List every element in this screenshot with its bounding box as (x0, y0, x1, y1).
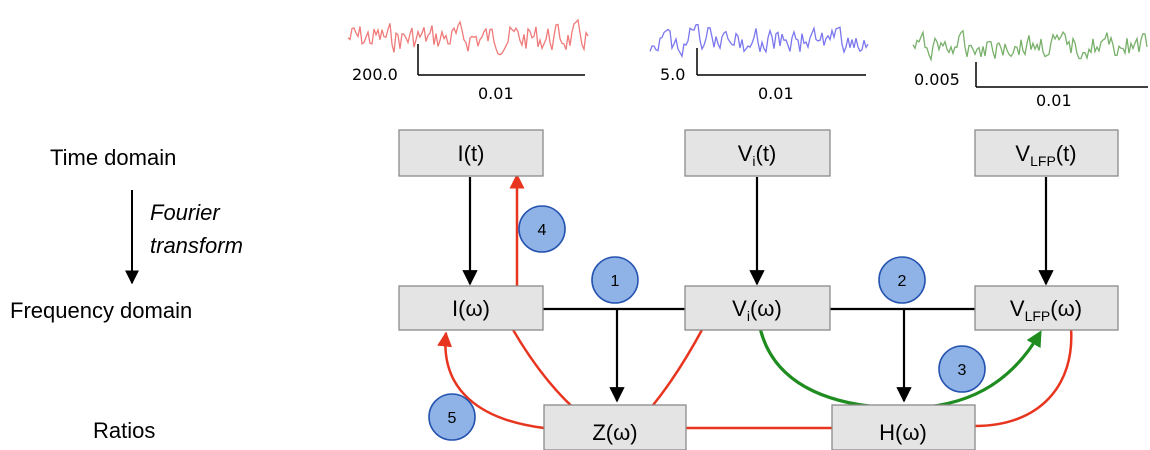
fourier-label-line1: Fourier (150, 200, 221, 225)
box-lfp-time: VLFP(t) (974, 129, 1119, 177)
ratios-label: Ratios (93, 418, 155, 443)
box-intracellular-frequency-text: Vi(ω) (732, 296, 782, 324)
box-transfer-function: H(ω) (831, 404, 976, 450)
box-lfp-frequency: VLFP(ω) (974, 285, 1119, 331)
box-transfer-function-text: H(ω) (879, 420, 927, 445)
badge-5-text: 5 (448, 410, 457, 427)
red-curve-transfer-to-lfp (974, 327, 1073, 428)
box-current-time-text: I(t) (458, 141, 485, 166)
lfp-scale-y: 0.005 (914, 70, 960, 89)
box-current-frequency-text: I(ω) (452, 296, 490, 321)
badge-3: 3 (938, 345, 986, 393)
badge-4: 4 (518, 205, 566, 253)
box-impedance: Z(ω) (543, 404, 687, 450)
badge-3-text: 3 (958, 362, 967, 379)
current-trace-line (347, 18, 589, 56)
time-domain-label: Time domain (50, 145, 176, 170)
trace-lfp: 0.005 0.01 (912, 29, 1148, 110)
badge-2-text: 2 (898, 273, 907, 290)
frequency-domain-label: Frequency domain (10, 298, 192, 323)
intracellular-scale-y: 5.0 (660, 65, 685, 84)
intracellular-scale-x: 0.01 (758, 84, 794, 103)
badge-5: 5 (428, 393, 476, 441)
current-scale-y: 200.0 (352, 65, 398, 84)
green-arrow-intracellular-to-lfp (758, 327, 1042, 410)
trace-intracellular-voltage: 5.0 0.01 (649, 23, 869, 103)
badge-2: 2 (878, 256, 926, 304)
box-current-frequency: I(ω) (398, 285, 544, 331)
box-intracellular-time-text: Vi(t) (738, 141, 777, 169)
lfp-scale-x: 0.01 (1036, 91, 1072, 110)
box-intracellular-frequency: Vi(ω) (684, 285, 831, 331)
badge-4-text: 4 (538, 222, 547, 239)
box-lfp-time-text: VLFP(t) (1015, 141, 1076, 169)
red-curve-impedance-to-current (437, 331, 545, 430)
badge-1-text: 1 (611, 273, 620, 290)
trace-current: 200.0 0.01 (347, 18, 589, 103)
box-current-time: I(t) (398, 129, 544, 177)
box-lfp-frequency-text: VLFP(ω) (1010, 296, 1082, 324)
lfp-trace-line (912, 29, 1148, 63)
current-scale-x: 0.01 (478, 84, 514, 103)
fourier-label-line2: transform (150, 233, 243, 258)
box-impedance-text: Z(ω) (592, 420, 637, 445)
badge-1: 1 (591, 256, 639, 304)
intracellular-trace-line (649, 23, 869, 59)
box-intracellular-time: Vi(t) (684, 129, 831, 177)
